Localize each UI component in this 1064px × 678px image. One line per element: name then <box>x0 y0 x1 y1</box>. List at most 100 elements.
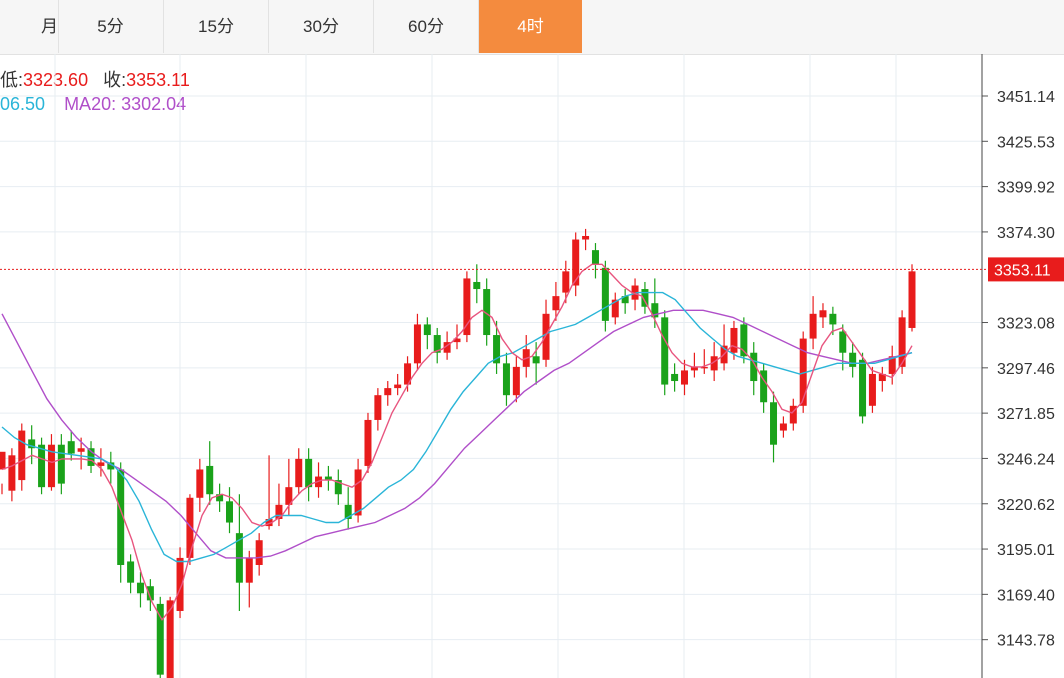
candle-body <box>413 324 421 364</box>
candle-body <box>38 444 46 488</box>
tab-month[interactable]: 月 <box>0 0 59 53</box>
candle-body <box>671 373 679 382</box>
candle-body <box>216 494 224 502</box>
candle-body <box>156 603 164 675</box>
candle-body <box>117 469 125 565</box>
candle-body <box>493 335 501 364</box>
ma20-value: 3302.04 <box>121 94 187 114</box>
candlestick-chart[interactable]: 3451.14 3425.53 3399.92 3374.30 3323.08 3297.… <box>0 54 1064 678</box>
candle-body <box>799 338 807 406</box>
candle-body <box>621 296 629 304</box>
candle-body <box>829 313 837 325</box>
candle-body <box>453 338 461 343</box>
candle-body <box>166 600 174 678</box>
candle-body <box>196 469 204 498</box>
candle-body <box>542 313 550 360</box>
candle-body <box>47 444 55 488</box>
close-value: 3353.11 <box>126 70 190 90</box>
candle-body <box>760 370 768 403</box>
low-value: 3323.60 <box>23 70 89 90</box>
candle-body <box>908 271 916 328</box>
candle-body <box>552 296 560 311</box>
candle-body <box>354 469 362 516</box>
candle-body <box>265 519 273 527</box>
candle-body <box>740 324 748 357</box>
candle-body <box>77 448 85 452</box>
candle-body <box>127 561 135 583</box>
candle-body <box>146 586 154 601</box>
y-tick-label: 3271.85 <box>997 406 1055 423</box>
candle-body <box>651 303 659 318</box>
candle-body <box>779 423 787 431</box>
candle-body <box>245 557 253 583</box>
candle-body <box>868 373 876 406</box>
tab-4hour[interactable]: 4时 <box>479 0 582 53</box>
y-tick-label: 3195.01 <box>997 542 1055 559</box>
candle-body <box>433 335 441 353</box>
candle-body <box>394 384 402 389</box>
low-label: 低: <box>0 70 24 90</box>
candle-body <box>404 363 412 385</box>
candle-body <box>305 458 313 488</box>
last-price-label: 3353.11 <box>994 262 1051 279</box>
ma20-label: MA20: <box>64 94 117 114</box>
ma20-line <box>1 309 913 559</box>
candle-body <box>275 504 283 520</box>
candle-body <box>512 366 520 396</box>
ohlc-info-row: 低:3323.60 收:3353.11 <box>0 66 190 92</box>
candle-body <box>859 359 867 417</box>
candle-body <box>601 267 609 321</box>
candle-body <box>532 356 540 364</box>
ma-info-row: 06.50 MA20: 3302.04 <box>0 94 186 115</box>
candle-body <box>344 504 352 520</box>
y-tick-label: 3323.08 <box>997 316 1055 333</box>
candle-body <box>750 352 758 382</box>
ma10-line <box>1 291 913 563</box>
candle-body <box>107 462 115 470</box>
candle-body <box>176 557 184 611</box>
tab-15min[interactable]: 15分 <box>164 0 269 53</box>
y-tick-label: 3246.24 <box>997 451 1055 468</box>
y-tick-label: 3143.78 <box>997 633 1055 650</box>
y-tick-label: 3451.14 <box>997 89 1055 106</box>
tab-60min[interactable]: 60分 <box>374 0 479 53</box>
last-price-badge <box>988 257 1064 282</box>
candle-body <box>255 540 263 565</box>
tab-30min[interactable]: 30分 <box>269 0 374 53</box>
candle-body <box>502 363 510 396</box>
y-tick-label: 3374.30 <box>997 225 1055 242</box>
candle-body <box>374 395 382 420</box>
candle-body <box>819 310 827 318</box>
candle-body <box>473 281 481 290</box>
y-tick-label: 3169.40 <box>997 587 1055 604</box>
candle-body <box>582 235 590 240</box>
candle-body <box>285 487 293 505</box>
y-tick-label: 3297.46 <box>997 361 1055 378</box>
candle-body <box>295 458 303 488</box>
candle-body <box>789 405 797 424</box>
candle-body <box>878 373 886 382</box>
candle-body <box>849 352 857 367</box>
candle-body <box>690 366 698 371</box>
candle-body <box>206 465 214 495</box>
candle-body <box>898 317 906 367</box>
tab-5min[interactable]: 5分 <box>58 0 164 53</box>
candle-body <box>611 299 619 318</box>
candle-body <box>681 370 688 385</box>
candle-body <box>730 327 738 353</box>
candle-body <box>463 278 471 336</box>
candle-body <box>334 480 342 495</box>
candle-body <box>0 451 6 470</box>
candle-body <box>364 419 372 466</box>
candle-body <box>483 289 491 336</box>
timeframe-tabbar: 月 5分 15分 30分 60分 4时 <box>0 0 1064 55</box>
candle-body <box>770 402 778 445</box>
candle-body <box>562 271 570 293</box>
candle-body <box>186 497 194 558</box>
close-label: 收: <box>103 70 127 90</box>
y-tick-label: 3425.53 <box>997 134 1055 151</box>
candle-body <box>443 342 451 353</box>
candle-body <box>97 462 105 466</box>
candle-body <box>591 250 599 265</box>
candle-body <box>57 444 65 484</box>
